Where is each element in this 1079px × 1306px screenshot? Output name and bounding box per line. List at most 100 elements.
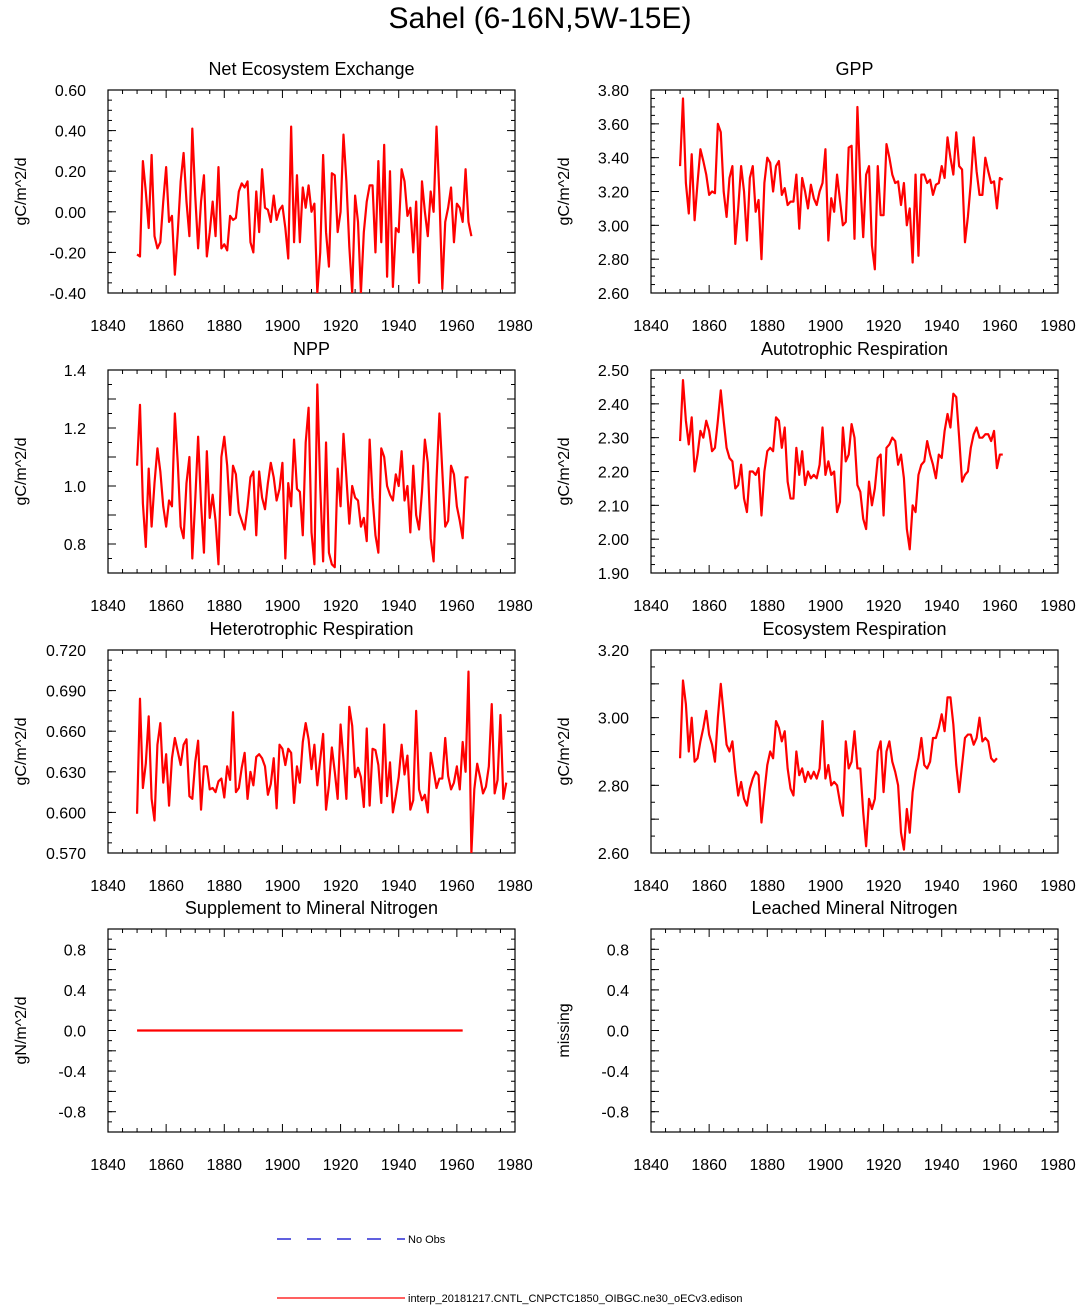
x-tick-label: 1980: [497, 878, 533, 895]
plot-frame: [650, 928, 1059, 1133]
x-tick-label: 1860: [148, 1157, 184, 1174]
x-tick-label: 1940: [924, 598, 960, 615]
plot-frame: [107, 649, 516, 854]
plot-frame: [650, 369, 1059, 574]
x-tick-label: 1900: [808, 318, 844, 335]
x-tick-label: 1980: [1040, 1157, 1076, 1174]
x-tick-label: 1940: [924, 318, 960, 335]
x-tick-label: 1900: [265, 1157, 301, 1174]
panel-lmn: Leached Mineral Nitrogen missing 1840 1860 1…: [556, 898, 1076, 1174]
y-tick-label: -0.4: [58, 1064, 86, 1081]
y-axis-label: gC/m^2/d: [13, 158, 30, 226]
y-tick-label: -0.4: [601, 1064, 629, 1081]
x-tick-label: 1960: [982, 318, 1018, 335]
y-tick-label: 0.20: [55, 164, 86, 181]
x-tick-label: 1900: [808, 1157, 844, 1174]
y-tick-label: 2.30: [598, 431, 629, 448]
x-tick-label: 1960: [439, 318, 475, 335]
x-tick-label: 1980: [497, 318, 533, 335]
x-tick-label: 1980: [1040, 598, 1076, 615]
x-tick-label: 1940: [381, 1157, 417, 1174]
x-tick-label: 1980: [497, 1157, 533, 1174]
y-tick-label: 0.570: [46, 846, 86, 863]
x-tick-label: 1940: [924, 878, 960, 895]
y-tick-label: 1.90: [598, 566, 629, 583]
series-line-model: [678, 379, 1003, 551]
y-tick-label: -0.8: [58, 1105, 86, 1122]
x-tick-label: 1860: [691, 878, 727, 895]
x-tick-label: 1920: [323, 878, 359, 895]
y-tick-label: 0.660: [46, 724, 86, 741]
x-tick-label: 1840: [90, 878, 126, 895]
x-tick-label: 1940: [381, 878, 417, 895]
x-tick-label: 1880: [206, 1157, 242, 1174]
x-tick-label: 1900: [265, 318, 301, 335]
x-tick-label: 1920: [866, 1157, 902, 1174]
panel-title: NPP: [293, 339, 330, 359]
y-tick-label: 0.690: [46, 684, 86, 701]
x-tick-label: 1840: [633, 598, 669, 615]
series-line-model: [135, 383, 469, 569]
x-tick-label: 1840: [90, 598, 126, 615]
y-tick-label: 0.60: [55, 83, 86, 100]
x-tick-label: 1960: [439, 1157, 475, 1174]
x-tick-label: 1920: [323, 598, 359, 615]
x-tick-label: 1920: [866, 878, 902, 895]
y-tick-label: 0.8: [64, 537, 86, 554]
y-tick-label: 0.8: [64, 942, 86, 959]
x-tick-label: 1960: [982, 1157, 1018, 1174]
panel-gpp: GPP gC/m^2/d 1840 1860 1880 1900 1920 1940 1960 1…: [556, 59, 1076, 335]
x-tick-label: 1860: [148, 878, 184, 895]
panel-nee: Net Ecosystem Exchange gC/m^2/d 1840 1860 18…: [13, 59, 533, 335]
y-axis-label: gC/m^2/d: [13, 438, 30, 506]
x-tick-label: 1900: [265, 598, 301, 615]
y-tick-label: 2.60: [598, 846, 629, 863]
y-tick-label: 0.40: [55, 124, 86, 141]
series-line-model: [678, 97, 1004, 271]
x-tick-label: 1980: [497, 598, 533, 615]
y-tick-label: 0.4: [607, 983, 629, 1000]
plot-frame: [650, 649, 1059, 854]
x-tick-label: 1840: [90, 1157, 126, 1174]
x-tick-label: 1980: [1040, 318, 1076, 335]
panel-npp: NPP gC/m^2/d 1840 1860 1880 1900 1920 1940 1960 1…: [13, 339, 533, 615]
y-tick-label: 3.00: [598, 711, 629, 728]
x-tick-label: 1860: [148, 318, 184, 335]
series-line-model: [136, 125, 473, 293]
x-tick-label: 1940: [924, 1157, 960, 1174]
y-tick-label: 2.50: [598, 363, 629, 380]
x-tick-label: 1860: [691, 598, 727, 615]
panel-er: Ecosystem Respiration gC/m^2/d 1840 1860 188…: [556, 619, 1076, 895]
y-tick-label: 0.8: [607, 942, 629, 959]
x-tick-label: 1880: [206, 318, 242, 335]
x-tick-label: 1880: [749, 598, 785, 615]
y-tick-label: 3.00: [598, 218, 629, 235]
y-tick-label: 2.60: [598, 286, 629, 303]
x-tick-label: 1880: [749, 318, 785, 335]
y-tick-label: 0.630: [46, 765, 86, 782]
x-tick-label: 1920: [323, 1157, 359, 1174]
y-tick-label: 1.2: [64, 421, 86, 438]
y-tick-label: 0.0: [64, 1024, 86, 1041]
x-tick-label: 1880: [749, 1157, 785, 1174]
x-tick-label: 1880: [206, 598, 242, 615]
x-tick-label: 1880: [206, 878, 242, 895]
panels: Net Ecosystem Exchange gC/m^2/d 1840 1860 18…: [13, 59, 1076, 1174]
y-tick-label: -0.40: [50, 286, 87, 303]
series-line-model: [678, 679, 998, 851]
y-tick-label: 3.20: [598, 185, 629, 202]
y-tick-label: 2.20: [598, 465, 629, 482]
panel-hr: Heterotrophic Respiration gC/m^2/d 1840 186…: [13, 619, 533, 895]
x-tick-label: 1840: [633, 878, 669, 895]
y-tick-label: 2.00: [598, 532, 629, 549]
y-tick-label: 0.600: [46, 805, 86, 822]
panel-ar: Autotrophic Respiration gC/m^2/d 1840 1860 1…: [556, 339, 1076, 615]
y-tick-label: 1.4: [64, 363, 86, 380]
y-tick-label: 0.4: [64, 983, 86, 1000]
panel-title: Leached Mineral Nitrogen: [751, 898, 957, 918]
x-tick-label: 1880: [749, 878, 785, 895]
x-tick-label: 1940: [381, 598, 417, 615]
y-tick-label: 3.80: [598, 83, 629, 100]
y-tick-label: 0.720: [46, 643, 86, 660]
legend-model-label: interp_20181217.CNTL_CNPCTC1850_OIBGC.ne…: [408, 1293, 742, 1305]
